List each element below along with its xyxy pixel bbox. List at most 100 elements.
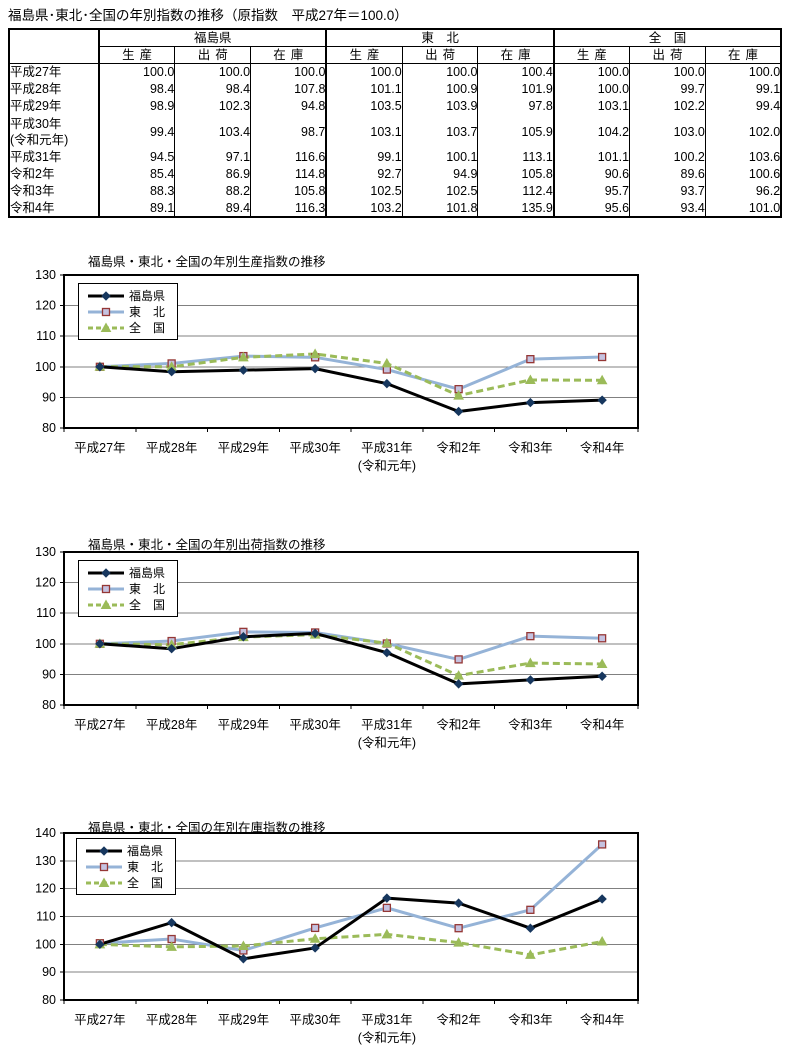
value-cell: 98.4 [98, 80, 175, 98]
value-cell: 102.5 [325, 182, 403, 200]
sub-header-shipment: 出荷 [401, 46, 478, 64]
value-cell: 99.7 [629, 80, 706, 98]
value-cell: 105.9 [477, 114, 554, 149]
value-cell: 112.4 [477, 182, 554, 200]
series-line-tohoku [99, 843, 604, 952]
legend-swatch-zenkoku [88, 321, 124, 332]
value-cell: 103.6 [704, 148, 782, 166]
legend-swatch-tohoku [88, 307, 124, 316]
svg-text:平成28年: 平成28年 [146, 1013, 197, 1027]
table-corner-cell [9, 29, 99, 64]
value-cell: 100.6 [704, 165, 782, 183]
value-cell: 100.0 [325, 63, 403, 81]
sub-header-production: 生産 [552, 46, 630, 64]
sub-header-shipment: 出荷 [174, 46, 251, 64]
value-cell: 102.0 [704, 114, 782, 149]
svg-text:90: 90 [42, 965, 56, 979]
table-row: 令和2年 85.4 86.9 114.8 92.7 94.9 105.8 90.6 89.6 10… [9, 165, 782, 183]
series-line-fukushima [99, 365, 603, 413]
value-cell: 98.4 [174, 80, 251, 98]
index-table-body: 平成27年 100.0 100.0 100.0 100.0 100.0 100.4 100.0… [9, 63, 782, 217]
legend-item-tohoku: 東 北 [88, 304, 165, 319]
value-cell: 93.4 [629, 199, 706, 217]
legend-item-fukushima: 福島県 [88, 288, 165, 303]
value-cell: 96.2 [704, 182, 782, 200]
value-cell: 100.0 [704, 63, 782, 81]
year-cell: 令和4年 [10, 200, 55, 215]
legend-label-fukushima: 福島県 [129, 289, 166, 303]
legend-item-zenkoku: 全 国 [86, 875, 163, 890]
x-axis-labels: 平成27年 平成28年 平成29年 平成30年 平成31年 令和2年 令和3年 令和4年 (令和… [74, 717, 624, 750]
group-header-zenkoku: 全 国 [552, 29, 782, 47]
production-chart-title: 福島県・東北・全国の年別生産指数の推移 [88, 255, 326, 269]
svg-text:平成29年: 平成29年 [218, 1013, 269, 1027]
svg-text:平成31年: 平成31年 [361, 1013, 412, 1027]
value-cell: 105.8 [477, 165, 554, 183]
value-cell: 102.2 [629, 97, 706, 115]
value-cell: 98.9 [98, 97, 175, 115]
table-row: 令和4年 89.1 89.4 116.3 103.2 101.8 135.9 95.6 93.4… [9, 199, 782, 217]
svg-text:140: 140 [35, 826, 56, 840]
value-cell: 89.1 [98, 199, 175, 217]
value-cell: 101.1 [552, 148, 630, 166]
year-cell: 平成31年 [10, 150, 62, 164]
svg-text:平成27年: 平成27年 [74, 718, 125, 732]
group-header-tohoku: 東 北 [325, 29, 554, 47]
production-chart-canvas: 80 90 100 110 120 130 平成27年 平成28年 平成29年 平成30年 平成31… [35, 268, 639, 473]
series-line-tohoku [99, 630, 603, 661]
legend-item-fukushima: 福島県 [86, 843, 163, 858]
svg-text:平成31年: 平成31年 [361, 441, 412, 455]
value-cell: 99.4 [704, 97, 782, 115]
svg-text:平成28年: 平成28年 [146, 718, 197, 732]
series-line-tohoku [99, 354, 603, 391]
svg-text:令和2年: 令和2年 [436, 440, 480, 455]
value-cell: 94.8 [250, 97, 327, 115]
legend-item-zenkoku: 全 国 [88, 320, 165, 335]
value-cell: 105.8 [250, 182, 327, 200]
inventory-chart-legend: 福島県東 北全 国 [76, 838, 177, 895]
legend-swatch-tohoku [86, 862, 122, 871]
svg-text:令和4年: 令和4年 [580, 1012, 624, 1027]
legend-label-tohoku: 東 北 [129, 582, 166, 596]
legend-label-fukushima: 福島県 [127, 844, 164, 858]
value-cell: 135.9 [477, 199, 554, 217]
svg-text:120: 120 [35, 882, 56, 896]
value-cell: 103.1 [552, 97, 630, 115]
shipment-chart-canvas: 80 90 100 110 120 130 平成27年 平成28年 平成29年 平成30年 平成31… [35, 545, 639, 750]
svg-text:平成29年: 平成29年 [218, 441, 269, 455]
value-cell: 103.2 [325, 199, 403, 217]
value-cell: 86.9 [174, 165, 251, 183]
x-axis-labels: 平成27年 平成28年 平成29年 平成30年 平成31年 令和2年 令和3年 令和4年 (令和… [74, 1012, 624, 1045]
value-cell: 89.4 [174, 199, 251, 217]
value-cell: 102.5 [401, 182, 478, 200]
series-line-zenkoku [99, 633, 603, 678]
y-axis-labels: 80 90 100 110 120 130 140 [35, 826, 56, 1007]
table-row: 令和3年 88.3 88.2 105.8 102.5 102.5 112.4 95.7 93.7… [9, 182, 782, 200]
svg-text:80: 80 [42, 698, 56, 712]
value-cell: 104.2 [552, 114, 630, 149]
value-cell: 116.6 [250, 148, 327, 166]
svg-text:令和2年: 令和2年 [436, 1012, 480, 1027]
value-cell: 100.4 [477, 63, 554, 81]
legend-swatch-fukushima [88, 290, 124, 301]
legend-label-tohoku: 東 北 [127, 860, 164, 874]
value-cell: 94.9 [401, 165, 478, 183]
svg-text:100: 100 [35, 637, 56, 651]
series-line-fukushima [99, 896, 603, 961]
value-cell: 101.1 [325, 80, 403, 98]
svg-text:令和2年: 令和2年 [436, 717, 480, 732]
value-cell: 92.7 [325, 165, 403, 183]
svg-text:100: 100 [35, 360, 56, 374]
value-cell: 85.4 [98, 165, 175, 183]
sub-header-shipment: 出荷 [629, 46, 706, 64]
value-cell: 100.1 [401, 148, 478, 166]
value-cell: 99.1 [325, 148, 403, 166]
svg-text:90: 90 [42, 390, 56, 404]
svg-text:令和3年: 令和3年 [508, 717, 552, 732]
legend-item-tohoku: 東 北 [86, 859, 163, 874]
x-axis-labels: 平成27年 平成28年 平成29年 平成30年 平成31年 令和2年 令和3年 令和4年 (令和… [74, 440, 624, 473]
sub-header-production: 生産 [98, 46, 175, 64]
legend-swatch-fukushima [86, 845, 122, 856]
svg-text:80: 80 [42, 993, 56, 1007]
